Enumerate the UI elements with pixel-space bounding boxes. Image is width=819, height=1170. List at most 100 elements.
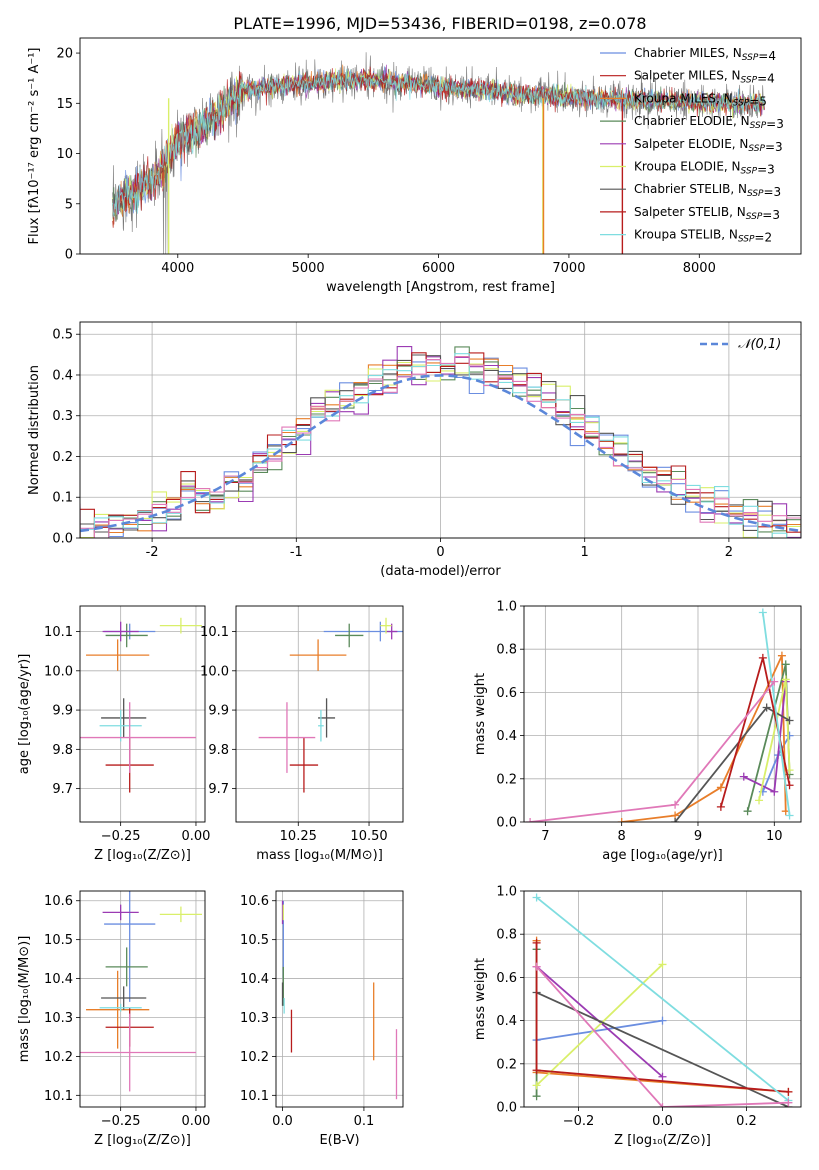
legend-label: Kroupa MILES, NSSP=5	[634, 91, 767, 108]
legend-label: Chabrier ELODIE, NSSP=3	[634, 114, 784, 131]
x-tick-label: −0.25	[101, 829, 141, 844]
errorbar-point	[159, 906, 202, 923]
legend: Chabrier MILES, NSSP=4 Salpeter MILES, NS…	[600, 46, 784, 245]
y-tick-label: 10.0	[200, 664, 229, 679]
axes-frame	[79, 605, 206, 823]
x-tick-label: 10.25	[280, 829, 317, 844]
y-tick-label: 0.2	[496, 772, 517, 787]
errorbar-point	[101, 986, 147, 1010]
plot-area	[281, 900, 398, 1100]
legend-label: Salpeter STELIB, NSSP=3	[634, 205, 780, 222]
weight-marker	[770, 787, 779, 796]
x-tick-label: 0.0	[652, 1114, 673, 1129]
axes-frame	[79, 890, 206, 1108]
y-tick-label: 0.6	[496, 686, 517, 701]
x-axis-label: mass [log₁₀(M/M⊙)]	[256, 848, 383, 863]
weight-marker	[526, 818, 535, 822]
weight-line	[761, 612, 791, 816]
x-tick-label: 2	[725, 545, 733, 560]
x-tick-label: 0.00	[181, 829, 210, 844]
x-tick-label: 0.2	[736, 1114, 757, 1129]
x-axis-label: E(B-V)	[319, 1133, 359, 1148]
age-vs-mass-panel: 10.25 10.50 9.7 9.8 9.9 10.0 10.1 mass [log₁₀(M…	[200, 605, 404, 863]
axes-frame	[79, 37, 802, 255]
y-tick-label: 10.3	[240, 1011, 269, 1026]
weight-marker	[671, 818, 680, 822]
y-tick-label: 10.3	[44, 1011, 73, 1026]
x-tick-label: 10.50	[350, 829, 387, 844]
x-axis-label: wavelength [Angstrom, rest frame]	[326, 280, 555, 295]
plot-area	[80, 617, 202, 793]
y-tick-label: 9.8	[52, 743, 73, 758]
plot-area	[532, 893, 793, 1107]
y-tick-label: 0.2	[52, 450, 73, 465]
y-tick-label: 0.4	[496, 1014, 517, 1029]
plot-area	[526, 608, 794, 822]
weight-marker	[785, 731, 794, 740]
errorbar-point	[102, 621, 139, 642]
weight-marker	[716, 783, 725, 792]
y-tick-label: 0.2	[496, 1057, 517, 1072]
y-tick-label: 10.1	[200, 625, 229, 640]
axes-frame	[523, 605, 802, 823]
x-axis-label: Z [log₁₀(Z/Z⊙)]	[94, 1133, 191, 1148]
y-tick-label: 10.6	[44, 894, 73, 909]
weight-line	[535, 963, 664, 1087]
weight-marker	[739, 772, 748, 781]
legend-label: Salpeter ELODIE, NSSP=3	[634, 137, 783, 154]
y-tick-label: 9.9	[52, 704, 73, 719]
x-tick-label: 1	[581, 545, 589, 560]
weight-marker	[532, 893, 541, 902]
y-tick-label: 0	[65, 248, 73, 263]
plot-area	[80, 346, 801, 538]
weight-marker	[671, 800, 680, 809]
age-vs-metallicity-panel: −0.25 0.00 9.7 9.8 9.9 10.0 10.1 Z [log₁₀(Z/Z⊙)…	[17, 605, 210, 863]
x-tick-label: -1	[290, 545, 303, 560]
y-tick-label: 15	[56, 97, 73, 112]
errorbar-point	[86, 970, 150, 1049]
weight-marker	[658, 1103, 667, 1107]
x-axis-label: age [log₁₀(age/yr)]	[602, 848, 723, 863]
errorbar-point	[105, 947, 148, 987]
y-axis-label: mass weight	[473, 673, 488, 755]
y-axis-label: Flux [fλ10⁻¹⁷ erg cm⁻² s⁻¹ A⁻¹]	[27, 48, 42, 245]
normal-reference-curve	[80, 374, 801, 533]
x-tick-label: 7	[541, 829, 549, 844]
weight-marker	[777, 651, 786, 660]
x-tick-label: 0.0	[272, 1114, 293, 1129]
weight-marker	[532, 962, 541, 971]
errorbar-point	[318, 710, 324, 742]
figure-title: PLATE=1996, MJD=53436, FIBERID=0198, z=0…	[233, 14, 646, 33]
x-tick-label: 7000	[552, 261, 585, 276]
y-tick-label: 0.5	[52, 328, 73, 343]
y-tick-label: 0.1	[52, 491, 73, 506]
y-tick-label: 10.1	[44, 1089, 73, 1104]
errorbar-point	[335, 623, 364, 648]
mass-vs-metallicity-panel: −0.25 0.00 10.1 10.2 10.3 10.4 10.5 10.6 Z [log₁…	[17, 890, 210, 1148]
y-tick-label: 10.1	[44, 625, 73, 640]
axes-frame	[79, 321, 802, 539]
errorbar-point	[86, 639, 150, 671]
y-tick-label: 10.5	[44, 933, 73, 948]
mass-vs-extinction-panel: 0.0 0.1 10.1 10.2 10.3 10.4 10.5 10.6 E(B-V)	[240, 890, 404, 1148]
axes-frame	[523, 890, 802, 1108]
weight-marker	[532, 1081, 541, 1090]
y-tick-label: 10.4	[44, 972, 73, 987]
x-axis-label: Z [log₁₀(Z/Z⊙)]	[614, 1133, 711, 1148]
errorbar-point	[258, 702, 316, 773]
x-tick-label: 0.1	[354, 1114, 375, 1129]
errorbar-point	[289, 737, 319, 793]
x-tick-label: 0	[436, 545, 444, 560]
y-tick-label: 0.4	[52, 368, 73, 383]
errorbar-point	[99, 1003, 142, 1012]
y-axis-label: age [log₁₀(age/yr)]	[17, 654, 32, 775]
x-tick-label: 9	[694, 829, 702, 844]
residual-histogram-panel: -2 -1 0 1 2 0.0 0.1 0.2 0.3 0.4 0.5 (data-model)/er…	[27, 321, 802, 579]
y-tick-label: 9.8	[208, 743, 229, 758]
plot-area	[258, 617, 403, 793]
errorbar-point	[104, 891, 156, 1002]
x-tick-label: −0.2	[563, 1114, 595, 1129]
y-tick-label: 10.6	[240, 894, 269, 909]
axes-frame	[235, 605, 404, 823]
